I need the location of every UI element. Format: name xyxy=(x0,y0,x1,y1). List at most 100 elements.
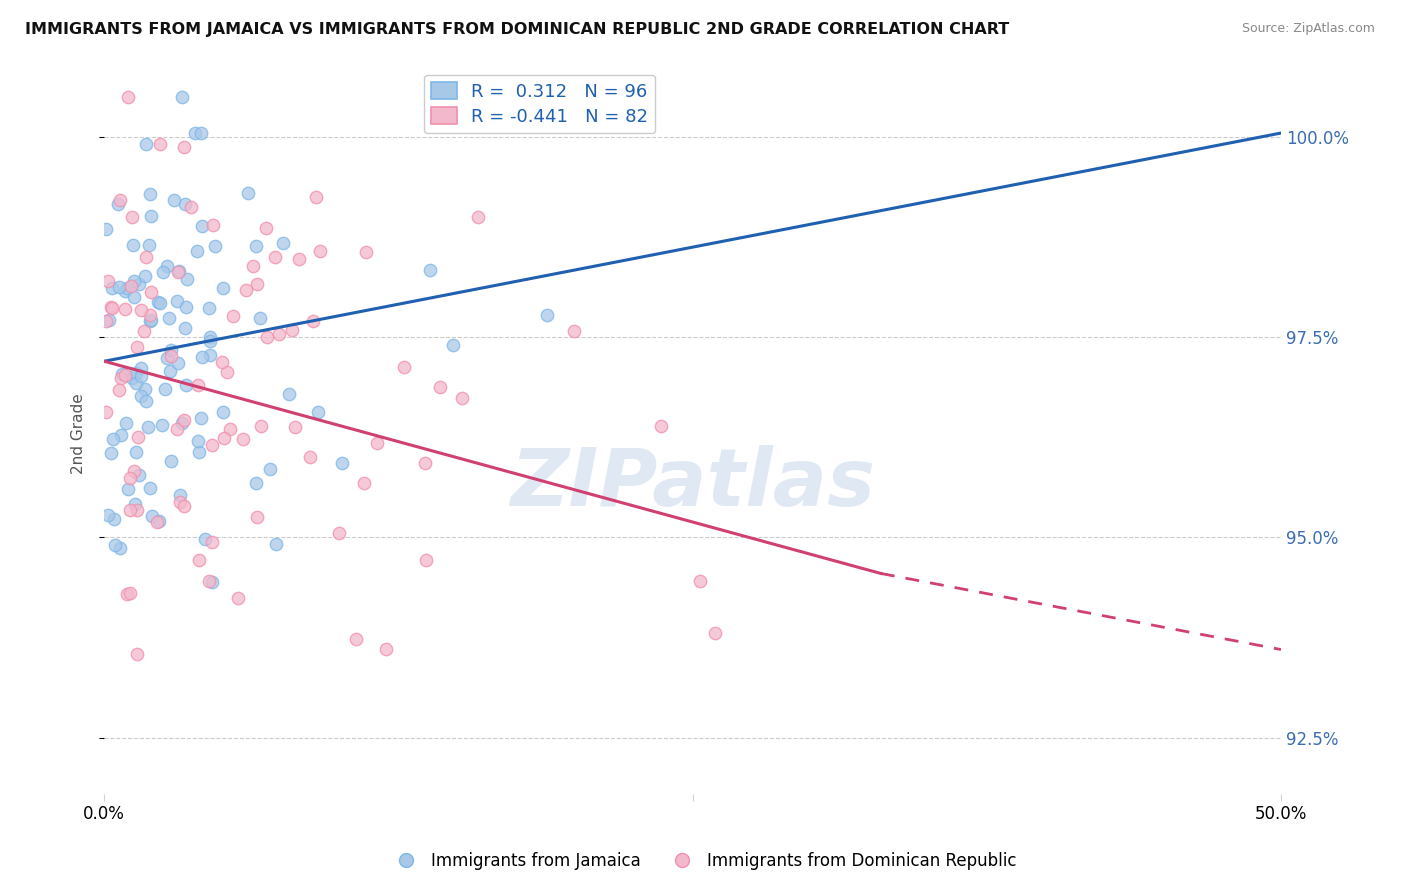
Point xyxy=(228,591,250,605)
Point xyxy=(125,445,148,459)
Point xyxy=(135,394,157,409)
Point xyxy=(288,252,311,266)
Point xyxy=(650,419,672,434)
Point xyxy=(366,436,388,450)
Point xyxy=(120,503,142,517)
Y-axis label: 2nd Grade: 2nd Grade xyxy=(72,393,86,474)
Point xyxy=(197,574,219,588)
Point xyxy=(149,296,172,310)
Point xyxy=(212,405,235,419)
Point xyxy=(242,260,264,274)
Point xyxy=(188,445,211,459)
Point xyxy=(132,324,155,338)
Point xyxy=(246,509,269,524)
Point xyxy=(198,301,221,316)
Point xyxy=(441,338,464,352)
Point xyxy=(284,419,307,434)
Point xyxy=(264,536,287,550)
Point xyxy=(124,497,146,511)
Point xyxy=(564,324,586,338)
Point xyxy=(256,329,278,343)
Point xyxy=(94,314,117,328)
Point xyxy=(159,349,181,363)
Point xyxy=(375,642,398,657)
Point xyxy=(100,300,122,314)
Point xyxy=(141,509,163,524)
Point xyxy=(187,434,209,449)
Point xyxy=(689,574,711,589)
Point xyxy=(122,464,145,478)
Point xyxy=(108,193,131,207)
Point xyxy=(129,302,152,317)
Point xyxy=(107,279,129,293)
Point xyxy=(166,422,188,436)
Point xyxy=(467,210,489,224)
Point xyxy=(104,538,127,552)
Point xyxy=(134,382,156,396)
Point xyxy=(173,197,195,211)
Point xyxy=(232,432,254,446)
Point xyxy=(145,515,167,529)
Point xyxy=(157,310,180,325)
Point xyxy=(166,293,188,308)
Point xyxy=(117,90,139,104)
Point xyxy=(100,446,122,460)
Point xyxy=(125,366,148,380)
Point xyxy=(127,430,149,444)
Text: Source: ZipAtlas.com: Source: ZipAtlas.com xyxy=(1241,22,1375,36)
Point xyxy=(139,308,162,322)
Point xyxy=(127,503,149,517)
Point xyxy=(174,300,197,314)
Legend: R =  0.312   N = 96, R = -0.441   N = 82: R = 0.312 N = 96, R = -0.441 N = 82 xyxy=(425,75,655,133)
Point xyxy=(202,218,225,232)
Point xyxy=(108,384,131,398)
Point xyxy=(120,278,142,293)
Point xyxy=(118,586,141,600)
Point xyxy=(419,263,441,277)
Point xyxy=(191,350,214,364)
Point xyxy=(110,427,132,442)
Point xyxy=(156,259,179,273)
Point xyxy=(139,187,162,202)
Point xyxy=(110,371,132,385)
Point xyxy=(117,281,139,295)
Point xyxy=(101,432,124,446)
Point xyxy=(122,290,145,304)
Point xyxy=(122,274,145,288)
Point xyxy=(354,244,377,259)
Point xyxy=(134,269,156,284)
Point xyxy=(328,525,350,540)
Point xyxy=(172,416,194,430)
Point xyxy=(153,382,176,396)
Point xyxy=(200,438,222,452)
Point xyxy=(308,244,330,258)
Point xyxy=(114,368,136,382)
Point xyxy=(125,340,148,354)
Text: IMMIGRANTS FROM JAMAICA VS IMMIGRANTS FROM DOMINICAN REPUBLIC 2ND GRADE CORRELAT: IMMIGRANTS FROM JAMAICA VS IMMIGRANTS FR… xyxy=(25,22,1010,37)
Point xyxy=(204,239,226,253)
Point xyxy=(254,221,277,235)
Point xyxy=(121,370,143,384)
Point xyxy=(138,420,160,434)
Point xyxy=(115,587,138,601)
Legend: Immigrants from Jamaica, Immigrants from Dominican Republic: Immigrants from Jamaica, Immigrants from… xyxy=(382,846,1024,877)
Point xyxy=(129,368,152,383)
Point xyxy=(108,541,131,555)
Point xyxy=(129,389,152,403)
Point xyxy=(277,386,299,401)
Point xyxy=(98,312,121,326)
Point xyxy=(281,323,304,337)
Point xyxy=(160,454,183,468)
Point xyxy=(214,430,236,444)
Point xyxy=(167,263,190,277)
Point xyxy=(128,468,150,483)
Point xyxy=(176,272,198,286)
Point xyxy=(103,511,125,525)
Point xyxy=(211,281,233,295)
Point xyxy=(704,625,727,640)
Point xyxy=(149,136,172,151)
Point xyxy=(215,365,238,379)
Point xyxy=(148,514,170,528)
Point xyxy=(198,334,221,349)
Point xyxy=(120,471,142,485)
